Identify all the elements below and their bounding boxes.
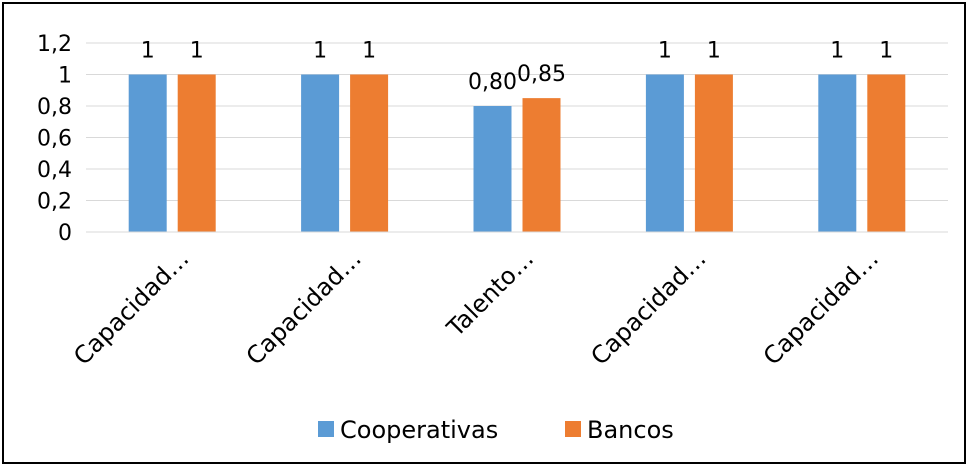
x-tick-label: Capacidad… [68, 244, 194, 370]
bar-cooperativas [128, 74, 167, 232]
data-label: 1 [707, 39, 721, 64]
legend-swatch-bancos [565, 421, 581, 437]
data-label: 1 [830, 39, 844, 64]
y-tick-label: 0 [58, 221, 72, 246]
y-tick-label: 1 [58, 64, 72, 89]
bar-cooperativas [818, 74, 857, 232]
x-tick-label: Capacidad… [585, 244, 711, 370]
data-label: 1 [313, 39, 327, 64]
x-tick-label: Capacidad… [241, 244, 367, 370]
y-tick-label: 1,2 [37, 32, 72, 57]
bar-bancos [694, 74, 733, 232]
data-label: 1 [190, 39, 204, 64]
y-tick-label: 0,2 [37, 190, 72, 215]
x-tick-label: Talento… [441, 244, 539, 342]
bar-cooperativas [645, 74, 684, 232]
data-label: 1 [658, 39, 672, 64]
legend-swatch-cooperativas [318, 421, 334, 437]
bar-bancos [177, 74, 216, 232]
data-label: 0,80 [468, 70, 517, 95]
bar-bancos [522, 98, 561, 232]
bar-cooperativas [301, 74, 340, 232]
y-tick-label: 0,4 [37, 158, 72, 183]
data-label: 1 [141, 39, 155, 64]
legend-label-cooperativas: Cooperativas [340, 416, 498, 444]
y-tick-label: 0,6 [37, 127, 72, 152]
y-tick-label: 0,8 [37, 95, 72, 120]
data-label: 0,85 [517, 62, 566, 87]
bar-cooperativas [473, 106, 512, 232]
bar-bancos [350, 74, 389, 232]
bar-bancos [867, 74, 906, 232]
data-label: 1 [362, 39, 376, 64]
legend-label-bancos: Bancos [587, 416, 674, 444]
x-tick-label: Capacidad… [758, 244, 884, 370]
data-label: 1 [879, 39, 893, 64]
